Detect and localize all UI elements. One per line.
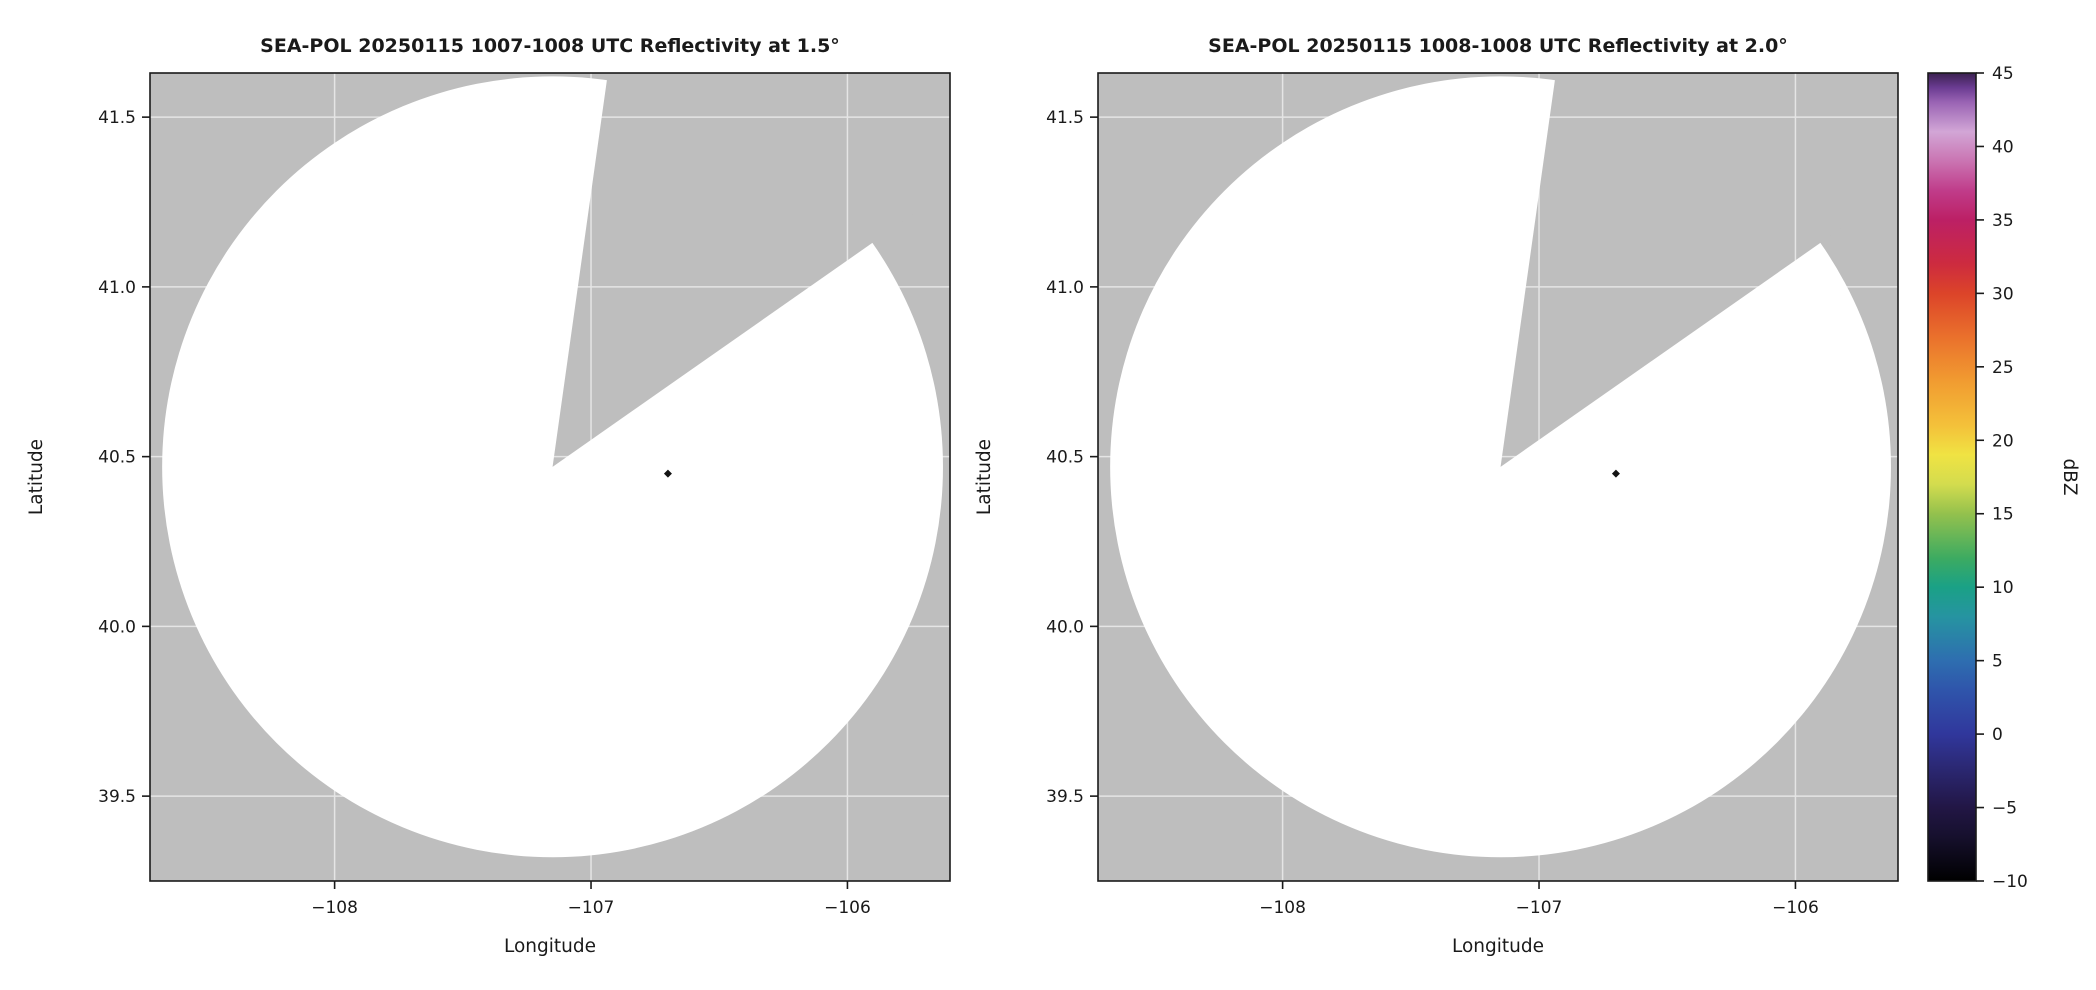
x-tick-label: −108 bbox=[1259, 898, 1306, 918]
colorbar-tick-label: 30 bbox=[1992, 284, 2014, 304]
colorbar-tick-label: 5 bbox=[1992, 652, 2003, 672]
panel-left-plot-area: −108 −107 −106 39.5 40.0 40.5 41.0 41.5 bbox=[98, 72, 951, 918]
y-tick-label: 40.5 bbox=[98, 448, 136, 468]
x-tick-label: −108 bbox=[311, 898, 358, 918]
missing-data-sector bbox=[1500, 73, 1898, 467]
colorbar-label: dBZ bbox=[2059, 458, 2080, 495]
colorbar-tick-label: −5 bbox=[1992, 799, 2017, 819]
y-tick-label: 39.5 bbox=[98, 787, 136, 807]
colorbar-tick-label: 10 bbox=[1992, 578, 2014, 598]
plot-border bbox=[149, 72, 951, 882]
x-tick-label: −106 bbox=[1772, 898, 1819, 918]
panel-left-title: SEA-POL 20250115 1007-1008 UTC Reflectiv… bbox=[260, 35, 840, 57]
y-tick-label: 41.5 bbox=[98, 108, 136, 128]
colorbar-tick-label: 35 bbox=[1992, 211, 2014, 231]
tick-marks bbox=[142, 116, 849, 889]
colorbar-tick-label: 25 bbox=[1992, 358, 2014, 378]
colorbar-tick-labels: −10 −5 0 5 10 15 20 25 30 35 40 45 bbox=[1992, 64, 2028, 892]
colorbar-panel: −10 −5 0 5 10 15 20 25 30 35 40 45 dBZ bbox=[1927, 64, 2080, 892]
gridlines bbox=[1098, 73, 1898, 881]
y-tick-label: 41.0 bbox=[98, 278, 136, 298]
colorbar-tick-label: 15 bbox=[1992, 505, 2014, 525]
tick-labels: −108 −107 −106 39.5 40.0 40.5 41.0 41.5 bbox=[1046, 108, 1819, 918]
colorbar-tick-label: 45 bbox=[1992, 64, 2014, 84]
y-tick-label: 40.5 bbox=[1046, 448, 1084, 468]
y-tick-label: 39.5 bbox=[1046, 787, 1084, 807]
colorbar-border bbox=[1927, 72, 1977, 882]
colorbar-tick-label: 40 bbox=[1992, 137, 2014, 157]
y-tick-label: 40.0 bbox=[98, 617, 136, 637]
colorbar-tick-label: 0 bbox=[1992, 725, 2003, 745]
panel-left-y-axis-label: Latitude bbox=[26, 439, 47, 515]
colorbar-tick-label: 20 bbox=[1992, 431, 2014, 451]
panel-right-y-axis-label: Latitude bbox=[974, 439, 995, 515]
data-point bbox=[1611, 469, 1620, 478]
gridlines bbox=[150, 73, 950, 881]
panel-right-plot-area: −108 −107 −106 39.5 40.0 40.5 41.0 41.5 bbox=[1046, 72, 1899, 918]
y-tick-label: 41.0 bbox=[1046, 278, 1084, 298]
data-point bbox=[663, 469, 672, 478]
colorbar: −10 −5 0 5 10 15 20 25 30 35 40 45 bbox=[1927, 64, 2028, 892]
colorbar-tick-marks bbox=[1976, 72, 1984, 882]
x-tick-label: −106 bbox=[824, 898, 871, 918]
colorbar-gradient bbox=[1928, 73, 1976, 881]
tick-marks bbox=[1090, 116, 1797, 889]
y-tick-label: 40.0 bbox=[1046, 617, 1084, 637]
panel-right-title: SEA-POL 20250115 1008-1008 UTC Reflectiv… bbox=[1208, 35, 1788, 57]
colorbar-tick-label: −10 bbox=[1992, 872, 2028, 892]
panel-right-x-axis-label: Longitude bbox=[1452, 936, 1544, 957]
panel-right: SEA-POL 20250115 1008-1008 UTC Reflectiv… bbox=[974, 35, 1899, 957]
x-tick-label: −107 bbox=[1516, 898, 1563, 918]
panel-left-x-axis-label: Longitude bbox=[504, 936, 596, 957]
x-tick-label: −107 bbox=[568, 898, 615, 918]
panel-left: SEA-POL 20250115 1007-1008 UTC Reflectiv… bbox=[26, 35, 951, 957]
missing-data-sector bbox=[552, 73, 950, 467]
y-tick-label: 41.5 bbox=[1046, 108, 1084, 128]
tick-labels: −108 −107 −106 39.5 40.0 40.5 41.0 41.5 bbox=[98, 108, 871, 918]
plot-border bbox=[1097, 72, 1899, 882]
